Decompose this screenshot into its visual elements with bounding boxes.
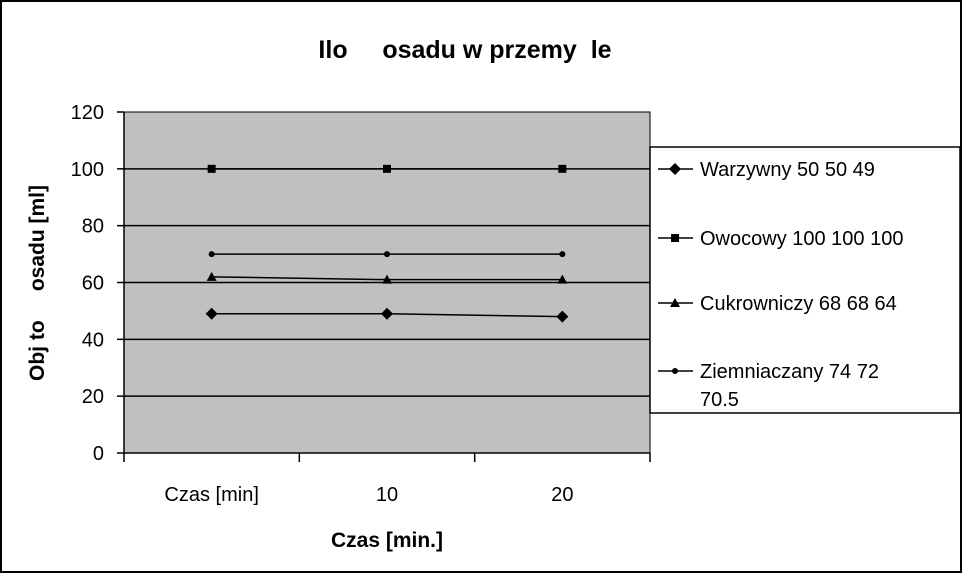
x-tick-label: 20 <box>551 484 573 506</box>
x-axis-title: Czas [min.] <box>331 529 443 552</box>
y-tick-label: 80 <box>82 216 104 238</box>
point-marker-dot <box>672 368 678 374</box>
point-marker-triangle <box>670 298 680 307</box>
legend-entry: Owocowy 100 100 100 <box>658 228 903 250</box>
legend-label: Owocowy 100 100 100 <box>700 228 903 250</box>
y-tick-label: 100 <box>71 159 104 181</box>
series-1 <box>207 164 567 173</box>
point-marker-dot <box>559 251 566 258</box>
legend-entry: Warzywny 50 50 49 <box>658 159 875 181</box>
point-marker-diamond <box>669 163 681 175</box>
series-3 <box>208 251 566 258</box>
point-marker-square <box>558 164 567 173</box>
y-tick-label: 40 <box>82 329 104 351</box>
legend-entry: Cukrowniczy 68 68 64 <box>658 293 897 315</box>
point-marker-square <box>671 234 679 242</box>
legend-label: 70.5 <box>700 389 739 411</box>
point-marker-square <box>207 164 216 173</box>
legend-label: Warzywny 50 50 49 <box>700 159 875 181</box>
y-tick-label: 0 <box>93 443 104 465</box>
point-marker-triangle <box>382 274 392 284</box>
series-0 <box>205 307 569 323</box>
point-marker-diamond <box>556 310 569 323</box>
legend-entry: Ziemniaczany 74 72 70.5 <box>658 361 879 411</box>
x-tick-label: Czas [min] <box>164 484 258 506</box>
y-tick-label: 60 <box>82 273 104 295</box>
y-axis-title: Obj to osadu [ml] <box>26 185 49 381</box>
legend-label: Cukrowniczy 68 68 64 <box>700 293 897 315</box>
point-marker-square <box>383 164 391 173</box>
point-marker-dot <box>208 251 215 258</box>
y-tick-label: 120 <box>71 102 104 124</box>
y-tick-label: 20 <box>82 386 104 408</box>
point-marker-dot <box>384 251 390 258</box>
point-marker-diamond <box>381 307 393 320</box>
series-2 <box>206 271 568 284</box>
legend-label: Ziemniaczany 74 72 <box>700 361 879 383</box>
legend-box <box>649 146 961 414</box>
point-marker-triangle <box>557 274 568 284</box>
chart-title: Ilo osadu w przemy le <box>318 36 611 64</box>
x-tick-label: 10 <box>376 484 398 506</box>
point-marker-diamond <box>205 307 218 320</box>
point-marker-triangle <box>206 271 217 281</box>
